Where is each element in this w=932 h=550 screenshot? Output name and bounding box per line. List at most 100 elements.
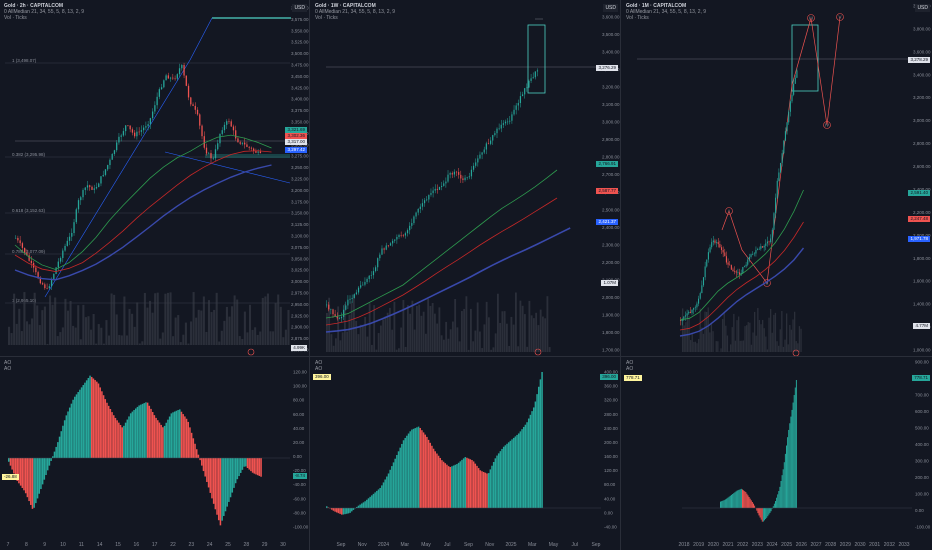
ao-legend[interactable]: AO AO (315, 360, 322, 372)
ao-axis-tick: -100.00 (915, 525, 931, 530)
ao-bar (762, 508, 764, 522)
ao-bar (70, 403, 73, 458)
time-axis-tick: Sep (337, 542, 346, 548)
ao-bar (55, 446, 57, 458)
candle (113, 150, 116, 154)
candle (131, 129, 134, 133)
candle (734, 271, 736, 272)
volume-bar (682, 308, 684, 352)
ao-bar (140, 404, 142, 458)
chart-pane-1m[interactable]: 3,900.003,800.003,600.003,400.003,200.00… (622, 0, 932, 550)
candle (201, 125, 203, 137)
price-axis-tick: 2,800.00 (602, 155, 620, 160)
volume-bar (782, 346, 785, 352)
volume-bar (200, 310, 203, 345)
volume-bar (272, 331, 275, 345)
ao-bar (190, 432, 193, 458)
volume-label[interactable]: Vol · Ticks (4, 15, 27, 21)
ao-bar (153, 415, 156, 458)
candle (757, 249, 759, 251)
ao-bar (764, 508, 765, 521)
ao-legend[interactable]: AO AO (4, 360, 11, 372)
candle (44, 284, 46, 289)
ao-legend[interactable]: AO AO (626, 360, 633, 372)
ao-bar (251, 458, 254, 473)
symbol-title[interactable]: Gold · 1W · CAPITALCOM (315, 3, 376, 9)
volume-label[interactable]: Vol · Ticks (315, 15, 338, 21)
candle (455, 171, 458, 173)
candle (235, 130, 237, 139)
chart-pane-2h[interactable]: 3,600.003,575.003,550.003,525.003,500.00… (0, 0, 310, 550)
candle (415, 212, 417, 217)
ao-bar (206, 458, 208, 482)
ao-bar (768, 508, 770, 515)
volume-bar (51, 304, 54, 345)
price-axis-tick: 3,100.00 (602, 102, 620, 107)
volume-bar (497, 293, 499, 352)
chart-pane-1w[interactable]: 3,600.003,500.003,400.003,300.003,200.00… (311, 0, 621, 550)
price-axis-tick: 1,600.00 (913, 279, 931, 284)
price-axis-tick: 3,150.00 (291, 211, 309, 216)
symbol-title[interactable]: Gold · 2h · CAPITALCOM (4, 3, 64, 9)
price-axis-tick: 3,200.00 (913, 95, 931, 100)
wave-label: V (838, 15, 841, 20)
candle (771, 229, 773, 239)
candle (136, 131, 138, 137)
indicator-label[interactable]: 0 AllMedian 21, 34, 55, 5, 8, 13, 2, 9 (4, 9, 85, 15)
volume-bar (220, 330, 223, 345)
chart-canvas-1m[interactable]: 3,900.003,800.003,600.003,400.003,200.00… (622, 0, 932, 550)
ao-bar (402, 440, 405, 508)
candle (169, 77, 172, 79)
candle (720, 247, 723, 250)
chart-canvas-2h[interactable]: 3,600.003,575.003,550.003,525.003,500.00… (0, 0, 310, 550)
candle (706, 259, 708, 267)
volume-bar (734, 340, 737, 352)
volume-bar (533, 318, 535, 352)
volume-bar (427, 298, 430, 352)
volume-bar (447, 338, 450, 352)
chart-canvas-1w[interactable]: 3,600.003,500.003,400.003,300.003,200.00… (311, 0, 621, 550)
candle (788, 111, 790, 123)
currency-button[interactable]: USD (603, 4, 618, 12)
volume-label[interactable]: Vol · Ticks (626, 15, 649, 21)
ao-bar (75, 394, 78, 458)
ao-bar (62, 425, 64, 458)
price-axis-tick: 1,000.00 (913, 348, 931, 353)
candle (120, 135, 122, 137)
time-axis-tick: 2029 (840, 542, 851, 548)
ao-value-badge: 778.71 (912, 375, 930, 381)
time-axis-tick: 11 (79, 542, 84, 548)
volume-bar (192, 292, 195, 345)
moving-average-green (679, 189, 804, 321)
candle (336, 316, 338, 319)
ao-label: AO (626, 366, 634, 372)
candle (453, 171, 455, 175)
ao-bar (175, 410, 178, 458)
time-axis-tick: May (421, 542, 431, 548)
volume-bar (377, 333, 380, 352)
indicator-label[interactable]: 0 AllMedian 21, 34, 55, 5, 8, 13, 2, 9 (626, 9, 707, 15)
price-axis-tick: 2,900.00 (291, 325, 309, 330)
volume-bar (494, 333, 497, 352)
volume-bar (742, 340, 745, 352)
ao-bar (521, 429, 523, 508)
volume-bar (704, 311, 706, 352)
volume-bar (792, 319, 794, 352)
ao-axis-tick: 900.00 (915, 360, 929, 365)
candle (458, 172, 460, 175)
currency-button[interactable]: USD (915, 4, 930, 12)
indicator-label[interactable]: 0 AllMedian 21, 34, 55, 5, 8, 13, 2, 9 (315, 9, 396, 15)
candle (776, 180, 778, 198)
volume-bar (335, 338, 337, 352)
pane-divider[interactable] (0, 356, 932, 357)
ao-bar (737, 490, 739, 508)
ao-bar (58, 436, 61, 458)
ao-bar (740, 488, 742, 508)
ao-bar (89, 375, 91, 458)
price-axis-tick: 3,350.00 (291, 120, 309, 125)
currency-button[interactable]: USD (292, 4, 307, 12)
symbol-title[interactable]: Gold · 1M · CAPITALCOM (626, 3, 687, 9)
volume-bar (508, 345, 511, 352)
candle (98, 183, 100, 188)
ao-bar (260, 458, 262, 477)
